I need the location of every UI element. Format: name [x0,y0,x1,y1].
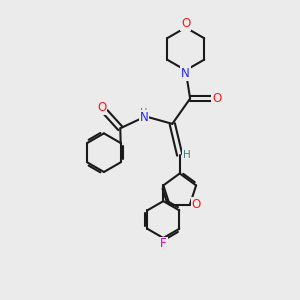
Text: N: N [181,68,190,80]
Text: F: F [160,237,166,250]
Text: H: H [183,150,191,160]
Text: O: O [181,17,190,31]
Text: O: O [192,198,201,211]
Text: N: N [140,111,148,124]
Text: H: H [140,108,148,118]
Text: O: O [212,92,221,105]
Text: O: O [97,101,106,114]
